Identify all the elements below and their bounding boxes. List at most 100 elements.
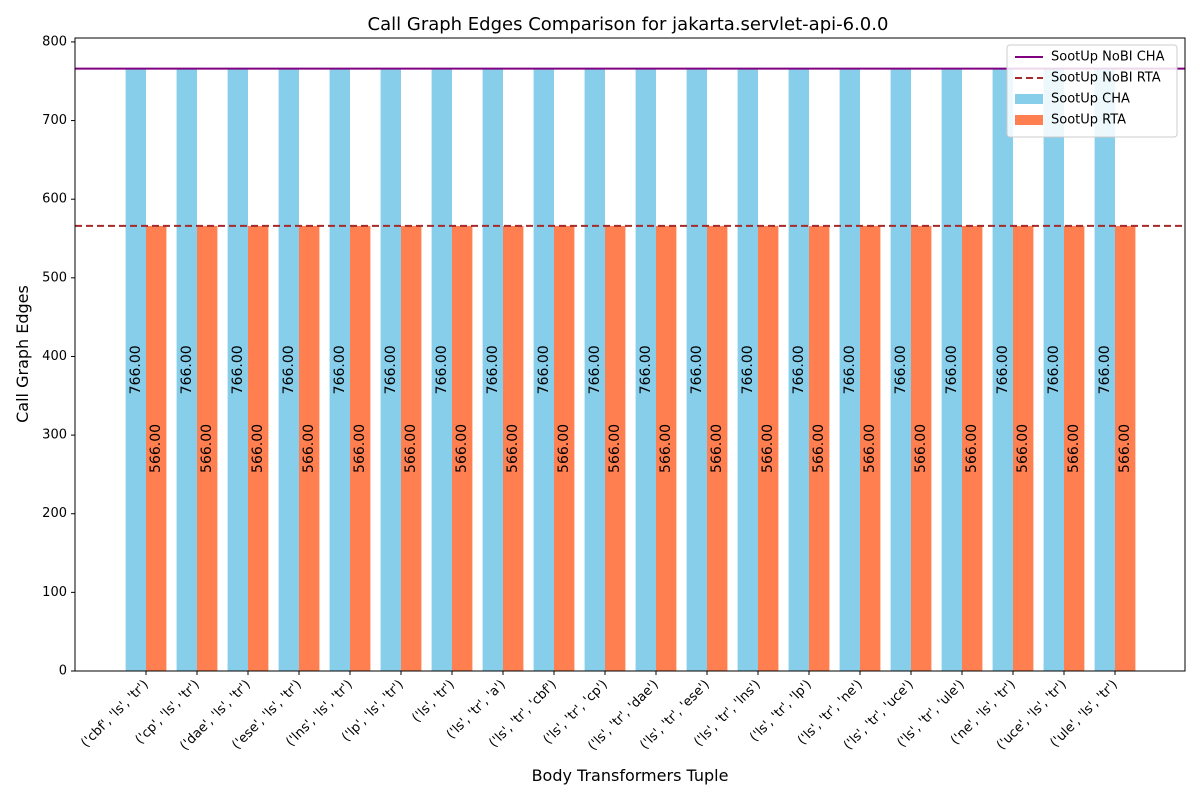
bar-sootup-rta (299, 225, 320, 672)
bar-sootup-cha (992, 68, 1013, 671)
bar-sootup-rta (401, 225, 422, 672)
bar-sootup-cha (176, 68, 197, 671)
bar-label-sootup-rta: 566.00 (1117, 424, 1133, 473)
bar-sootup-rta (452, 225, 473, 672)
bar-sootup-rta (1115, 225, 1136, 672)
bar-label-sootup-rta: 566.00 (1066, 424, 1082, 473)
bar-label-sootup-rta: 566.00 (760, 424, 776, 473)
bar-label-sootup-cha: 766.00 (179, 345, 195, 394)
bar-sootup-rta (758, 225, 779, 672)
bar-label-sootup-rta: 566.00 (403, 424, 419, 473)
y-tick-label: 600 (42, 192, 67, 207)
bar-label-sootup-cha: 766.00 (995, 345, 1011, 394)
y-tick-label: 400 (42, 349, 67, 364)
bar-label-sootup-rta: 566.00 (1015, 424, 1031, 473)
bar-label-sootup-cha: 766.00 (536, 345, 552, 394)
bar-sootup-cha (227, 68, 248, 671)
bar-label-sootup-rta: 566.00 (607, 424, 623, 473)
bar-sootup-rta (554, 225, 575, 672)
y-tick-label: 500 (42, 270, 67, 285)
bar-label-sootup-cha: 766.00 (1046, 345, 1062, 394)
bar-sootup-rta (962, 225, 983, 672)
y-tick-label: 800 (42, 34, 67, 49)
bar-sootup-rta (146, 225, 167, 672)
y-tick-label: 100 (42, 585, 67, 600)
bar-sootup-cha (482, 68, 503, 671)
bar-label-sootup-cha: 766.00 (128, 345, 144, 394)
plot-frame (74, 37, 1186, 672)
bar-label-sootup-cha: 766.00 (383, 345, 399, 394)
bar-label-sootup-cha: 766.00 (485, 345, 501, 394)
bar-label-sootup-rta: 566.00 (301, 424, 317, 473)
bar-sootup-rta (350, 225, 371, 672)
bar-sootup-rta (1064, 225, 1085, 672)
reference-lines-layer (75, 67, 1185, 227)
bar-sootup-rta (911, 225, 932, 672)
bar-sootup-cha (686, 68, 707, 671)
bar-label-sootup-cha: 766.00 (842, 345, 858, 394)
bar-sootup-cha (533, 68, 554, 671)
bar-sootup-cha (329, 68, 350, 671)
bar-label-sootup-rta: 566.00 (811, 424, 827, 473)
bar-sootup-cha (1043, 68, 1064, 671)
bar-label-sootup-rta: 566.00 (862, 424, 878, 473)
legend-swatch-patch (1015, 115, 1043, 125)
legend: SootUp NoBI CHA SootUp NoBI RTA SootUp CHA… (1006, 44, 1178, 138)
y-tick-label: 700 (42, 113, 67, 128)
bar-label-sootup-cha: 766.00 (587, 345, 603, 394)
bar-labels-layer: 766.00 566.00 766.00 566.00 766.00 566.00 766.… (128, 345, 1133, 473)
bar-label-sootup-rta: 566.00 (964, 424, 980, 473)
bar-label-sootup-rta: 566.00 (250, 424, 266, 473)
bar-label-sootup-rta: 566.00 (148, 424, 164, 473)
bar-label-sootup-cha: 766.00 (638, 345, 654, 394)
x-axis: ('cbf', 'ls', 'tr')('cp', 'ls', 'tr')('d… (78, 671, 1121, 754)
bar-sootup-rta (605, 225, 626, 672)
bar-sootup-cha (941, 68, 962, 671)
legend-box (1006, 44, 1178, 138)
bar-label-sootup-cha: 766.00 (893, 345, 909, 394)
bar-label-sootup-rta: 566.00 (913, 424, 929, 473)
x-axis-label: Body Transformers Tuple (532, 766, 729, 785)
legend-swatch-patch (1015, 94, 1043, 104)
y-tick-label: 200 (42, 506, 67, 521)
bars-layer (125, 68, 1136, 672)
bar-label-sootup-cha: 766.00 (740, 345, 756, 394)
bar-sootup-rta (809, 225, 830, 672)
bar-label-sootup-cha: 766.00 (689, 345, 705, 394)
bar-sootup-rta (707, 225, 728, 672)
bar-sootup-rta (197, 225, 218, 672)
bar-sootup-cha (125, 68, 146, 671)
bar-sootup-rta (860, 225, 881, 672)
bar-label-sootup-rta: 566.00 (658, 424, 674, 473)
bar-label-sootup-cha: 766.00 (230, 345, 246, 394)
legend-label: SootUp NoBI RTA (1051, 71, 1161, 86)
bar-sootup-cha (890, 68, 911, 671)
bar-label-sootup-rta: 566.00 (454, 424, 470, 473)
bar-sootup-rta (656, 225, 677, 672)
bar-label-sootup-rta: 566.00 (352, 424, 368, 473)
bar-sootup-cha (584, 68, 605, 671)
bar-label-sootup-rta: 566.00 (709, 424, 725, 473)
chart-title: Call Graph Edges Comparison for jakarta.… (368, 14, 889, 35)
bar-sootup-cha (788, 68, 809, 671)
bar-sootup-cha (1094, 68, 1115, 671)
y-axis: 0 100 200 300 400 500 600 700 800 (42, 34, 75, 679)
bar-sootup-cha (278, 68, 299, 671)
bar-sootup-cha (431, 68, 452, 671)
bar-sootup-rta (248, 225, 269, 672)
bar-sootup-rta (503, 225, 524, 672)
bar-sootup-rta (1013, 225, 1034, 672)
legend-label: SootUp CHA (1051, 92, 1130, 107)
bar-label-sootup-rta: 566.00 (505, 424, 521, 473)
y-tick-label: 0 (59, 664, 67, 679)
bar-label-sootup-rta: 566.00 (199, 424, 215, 473)
legend-label: SootUp RTA (1051, 113, 1126, 128)
bar-label-sootup-cha: 766.00 (434, 345, 450, 394)
y-axis-label: Call Graph Edges (13, 285, 32, 423)
bar-sootup-cha (380, 68, 401, 671)
bar-label-sootup-cha: 766.00 (1097, 345, 1113, 394)
bar-label-sootup-cha: 766.00 (791, 345, 807, 394)
legend-label: SootUp NoBI CHA (1051, 50, 1165, 65)
